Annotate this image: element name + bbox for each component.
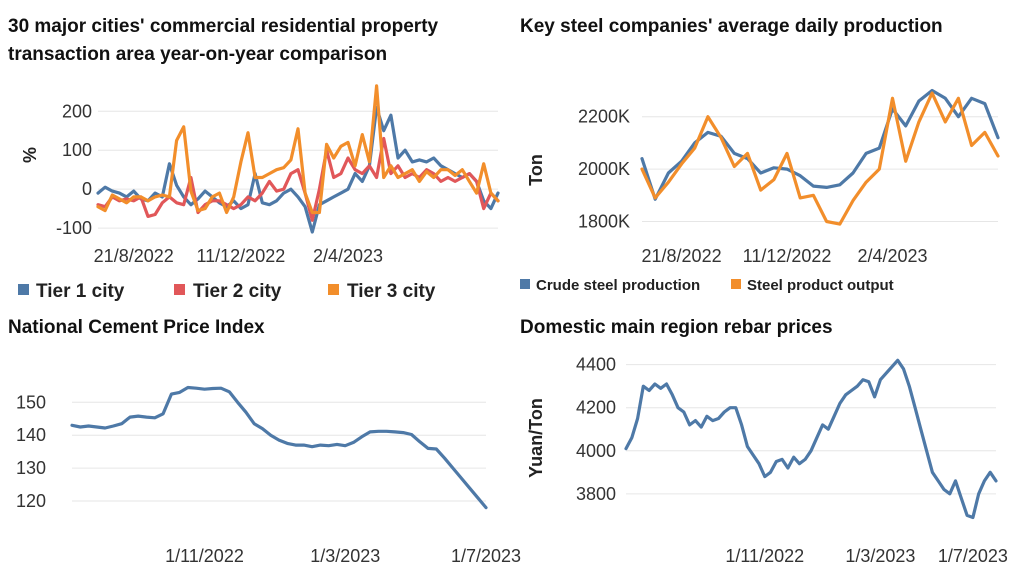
chart2-x-ticks: 21/8/2022 11/12/2022 2/4/2023 [642,246,928,266]
y-tick-label: 150 [16,392,46,412]
chart-steel-production: Key steel companies' average daily produ… [520,16,1000,294]
chart3-y-ticks: 120 130 140 150 [16,392,486,511]
y-tick-label: 1800K [578,212,630,232]
chart1-ylabel: % [20,147,40,163]
x-tick-label: 1/3/2023 [310,546,380,566]
series-line-index [70,385,488,510]
x-tick-label: 11/12/2022 [743,246,832,266]
chart3-series [70,385,488,510]
y-tick-label: 0 [82,179,92,199]
chart-cement-price-index: National Cement Price Index 120 130 140 150… [8,317,521,566]
chart1-series [96,84,500,234]
y-tick-label: 200 [62,101,92,121]
legend-swatch-steel-output [731,279,741,289]
x-tick-label: 2/4/2023 [857,246,927,266]
chart-property-transaction: 30 major cities' commercial residential … [8,16,500,302]
legend-label-steel-output: Steel product output [747,277,894,294]
x-tick-label: 1/7/2023 [451,546,521,566]
y-tick-label: 4000 [576,441,616,461]
chart3-x-ticks: 1/11/2022 1/3/2023 1/7/2023 [165,546,521,566]
chart1-legend: Tier 1 city Tier 2 city Tier 3 city [18,281,436,302]
x-tick-label: 21/8/2022 [642,246,722,266]
chart2-ylabel: Ton [526,154,546,186]
y-tick-label: 2000K [578,159,630,179]
y-tick-label: 2200K [578,107,630,127]
chart1-y-ticks: -100 0 100 200 [56,101,498,238]
x-tick-label: 2/4/2023 [313,246,383,266]
legend-label-tier1: Tier 1 city [36,281,125,302]
y-tick-label: 4400 [576,355,616,375]
y-tick-label: 100 [62,140,92,160]
x-tick-label: 1/7/2023 [938,546,1008,566]
series-line-tier-1-city [96,105,500,234]
legend-label-crude-steel: Crude steel production [536,277,700,294]
y-tick-label: 3800 [576,484,616,504]
series-line-index [624,358,998,520]
x-tick-label: 11/12/2022 [196,246,285,266]
legend-swatch-crude-steel [520,279,530,289]
series-line-crude-steel-production [640,88,1000,201]
chart1-x-ticks: 21/8/2022 11/12/2022 2/4/2023 [94,246,383,266]
legend-label-tier2: Tier 2 city [193,281,282,302]
chart-rebar-prices: Domestic main region rebar prices Yuan/T… [520,317,1008,566]
chart4-title: Domestic main region rebar prices [520,317,833,338]
chart2-legend: Crude steel production Steel product out… [520,277,894,294]
y-tick-label: 120 [16,491,46,511]
chart2-series [640,88,1000,226]
series-line-tier-3-city [96,84,500,215]
series-line-tier-2-city [96,136,500,222]
chart4-series [624,358,998,520]
chart1-title-line2: transaction area year-on-year comparison [8,44,387,65]
x-tick-label: 1/3/2023 [845,546,915,566]
chart4-x-ticks: 1/11/2022 1/3/2023 1/7/2023 [725,546,1008,566]
x-tick-label: 1/11/2022 [165,546,244,566]
chart2-title: Key steel companies' average daily produ… [520,16,943,37]
y-tick-label: 4200 [576,398,616,418]
chart1-title-line1: 30 major cities' commercial residential … [8,16,439,37]
chart3-title: National Cement Price Index [8,317,265,338]
chart4-y-ticks: 3800 4000 4200 4400 [576,355,996,504]
x-tick-label: 1/11/2022 [725,546,804,566]
legend-swatch-tier2 [174,284,185,295]
legend-swatch-tier3 [328,284,339,295]
y-tick-label: 140 [16,425,46,445]
series-line-steel-product-output [640,91,1000,226]
x-tick-label: 21/8/2022 [94,246,174,266]
y-tick-label: 130 [16,458,46,478]
y-tick-label: -100 [56,218,92,238]
chart4-ylabel: Yuan/Ton [526,398,546,478]
chart2-y-ticks: 1800K 2000K 2200K [578,107,998,232]
legend-label-tier3: Tier 3 city [347,281,436,302]
legend-swatch-tier1 [18,284,29,295]
